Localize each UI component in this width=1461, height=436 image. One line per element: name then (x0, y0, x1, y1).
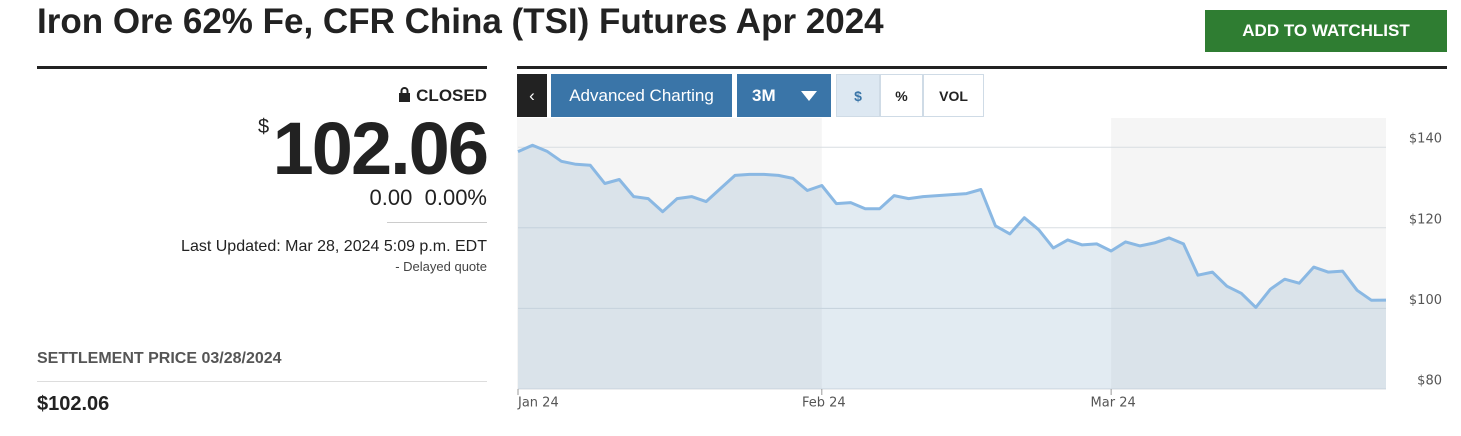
advanced-charting-button[interactable]: Advanced Charting (551, 74, 732, 117)
range-value: 3M (752, 86, 776, 105)
y-tick-label: $80 (1417, 374, 1442, 389)
price-change: 0.00 0.00% (370, 185, 487, 211)
lock-icon (399, 87, 411, 102)
x-tick-label: Feb 24 (802, 396, 846, 411)
y-tick-label: $140 (1409, 132, 1442, 147)
range-select[interactable]: 3M (737, 74, 831, 117)
x-tick-label: Mar 24 (1091, 396, 1136, 411)
month-band (1111, 118, 1386, 389)
last-updated: Last Updated: Mar 28, 2024 5:09 p.m. EDT (181, 238, 487, 255)
last-price: 102.06 (272, 107, 489, 190)
unit-button[interactable]: VOL (923, 74, 984, 117)
delay-note: - Delayed quote (395, 259, 487, 274)
divider (37, 381, 487, 382)
page-title: Iron Ore 62% Fe, CFR China (TSI) Futures… (37, 2, 884, 41)
status-text: CLOSED (416, 86, 487, 105)
divider (37, 66, 487, 69)
dropdown-arrow (801, 91, 817, 101)
divider (517, 66, 1447, 69)
currency-symbol: $ (258, 116, 270, 138)
divider (387, 222, 487, 223)
market-status: CLOSED (398, 86, 487, 106)
area (518, 145, 1386, 389)
watchlist-button[interactable]: ADD TO WATCHLIST (1205, 10, 1447, 52)
change-percent: 0.00% (424, 185, 487, 210)
settlement-value: $102.06 (37, 393, 110, 415)
unit-button[interactable]: % (880, 74, 923, 117)
unit-button[interactable]: $ (836, 74, 880, 117)
y-tick-label: $120 (1409, 212, 1442, 227)
change: 0.00 (369, 185, 413, 210)
collapse-button[interactable]: ‹ (517, 74, 547, 117)
x-tick-label: Jan 24 (517, 396, 559, 411)
price-line (517, 143, 1387, 309)
y-tick-label: $100 (1409, 293, 1442, 308)
settlement-label: SETTLEMENT PRICE 03/28/2024 (37, 350, 282, 367)
